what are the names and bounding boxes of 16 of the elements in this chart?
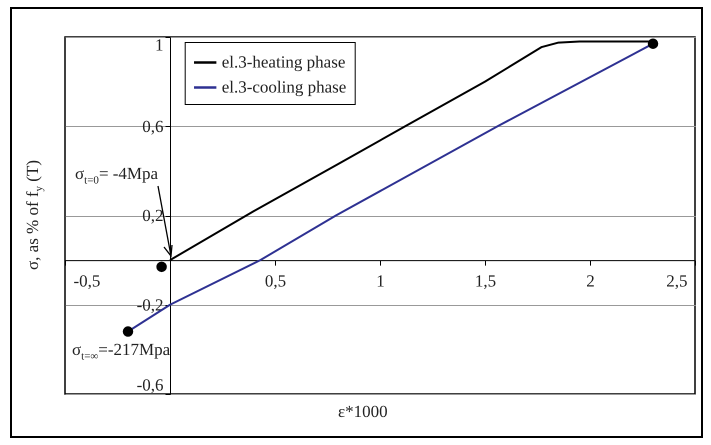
y-tick-label: -0,6	[136, 376, 164, 394]
y-tick-label: 0,6	[142, 116, 164, 136]
x-tick-label: 1	[376, 272, 385, 291]
x-tick-label: 1,5	[474, 272, 496, 291]
legend-label: el.3-cooling phase	[222, 78, 346, 96]
y-tick-label: -0,2	[136, 295, 164, 314]
x-tick-label: 2	[586, 272, 595, 291]
annotation: σ$_{t=∞}$=-217Mpa	[72, 340, 170, 362]
x-tick-label: -0,5	[74, 272, 100, 291]
legend-label: el.3-heating phase	[222, 52, 346, 72]
annotation: σ$_{t=0}$= -4Mpa	[75, 164, 158, 187]
y-tick-label: 0,2	[142, 206, 164, 225]
x-tick-label: 0,5	[264, 272, 286, 291]
x-tick-label: 2,5	[666, 272, 688, 291]
y-tick-label: 1	[155, 36, 164, 54]
x-axis-title: ε*1000	[338, 402, 388, 422]
